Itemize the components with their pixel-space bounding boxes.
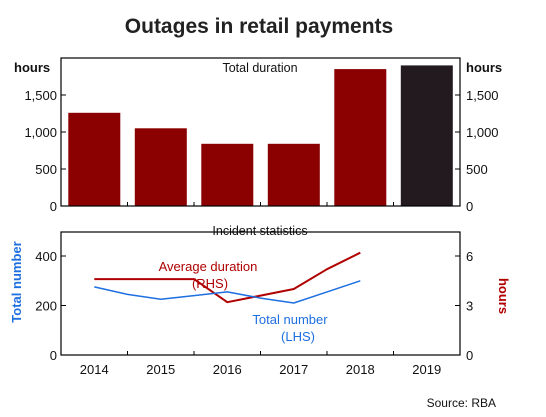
bottom-ytick-label-right: 0 [466,348,473,363]
bar-2015 [134,128,187,206]
top-ytick-label-left: 1,000 [24,125,57,140]
bottom-panel: Incident statistics 0 200 400 0 3 6 Total num… [9,224,511,363]
top-panel: Total duration hours hours 0 0 500 500 1,000… [14,57,502,214]
top-ytick-label-right: 1,000 [466,125,499,140]
bottom-ytick-label-left: 400 [35,249,57,264]
top-plot-frame [60,57,461,207]
rhs-axis-label: hours [496,278,511,314]
bottom-ticks: 0 200 400 0 3 6 [35,249,473,363]
bottom-ytick-label-left: 0 [50,348,57,363]
bottom-ytick-label-right: 6 [466,249,473,264]
total-number-label-lhs: (LHS) [281,329,315,344]
bar-2017 [267,143,320,206]
top-bars [68,65,453,207]
x-label-2016: 2016 [213,362,242,377]
bottom-panel-title: Incident statistics [212,224,307,238]
x-label-2014: 2014 [80,362,109,377]
bar-2014 [68,112,121,206]
bottom-ytick-label-right: 3 [466,299,473,314]
bar-2018 [334,69,387,206]
x-axis-labels: 2014 2015 2016 2017 2018 2019 [80,202,441,377]
bar-2019 [400,65,453,207]
top-unit-left: hours [14,60,50,75]
lhs-axis-label: Total number [9,241,24,322]
total-number-line [94,280,361,304]
top-ytick-label-left: 1,500 [24,88,57,103]
average-duration-line [94,251,361,304]
bar-2016 [201,143,254,206]
x-label-2017: 2017 [279,362,308,377]
top-unit-right: hours [466,60,502,75]
top-ytick-label-right: 1,500 [466,88,499,103]
source-note: Source: RBA [427,396,496,410]
x-label-2018: 2018 [346,362,375,377]
top-ytick-label-left: 0 [50,199,57,214]
bottom-lines [94,251,361,304]
top-ytick-label-right: 0 [466,199,473,214]
avg-duration-label-rhs: (RHS) [192,276,228,291]
top-panel-title: Total duration [222,61,297,75]
top-ytick-label-right: 500 [466,162,488,177]
total-number-label: Total number [252,312,328,327]
x-label-2015: 2015 [146,362,175,377]
top-ticks: 0 0 500 500 1,000 1,000 1,500 1,500 [24,88,498,214]
chart-title: Outages in retail payments [125,15,393,38]
x-label-2019: 2019 [412,362,441,377]
avg-duration-label: Average duration [159,259,258,274]
bottom-ytick-label-left: 200 [35,299,57,314]
top-ytick-label-left: 500 [35,162,57,177]
